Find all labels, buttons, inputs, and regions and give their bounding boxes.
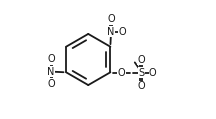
Text: O: O (107, 14, 115, 24)
Text: O: O (137, 55, 145, 64)
Text: O: O (137, 81, 145, 91)
Text: N: N (47, 67, 55, 77)
Text: S: S (138, 68, 144, 78)
Text: O: O (118, 68, 125, 78)
Text: O: O (47, 79, 55, 89)
Text: O: O (47, 55, 55, 64)
Text: O: O (119, 27, 126, 37)
Text: N: N (107, 27, 115, 37)
Text: O: O (149, 68, 157, 78)
